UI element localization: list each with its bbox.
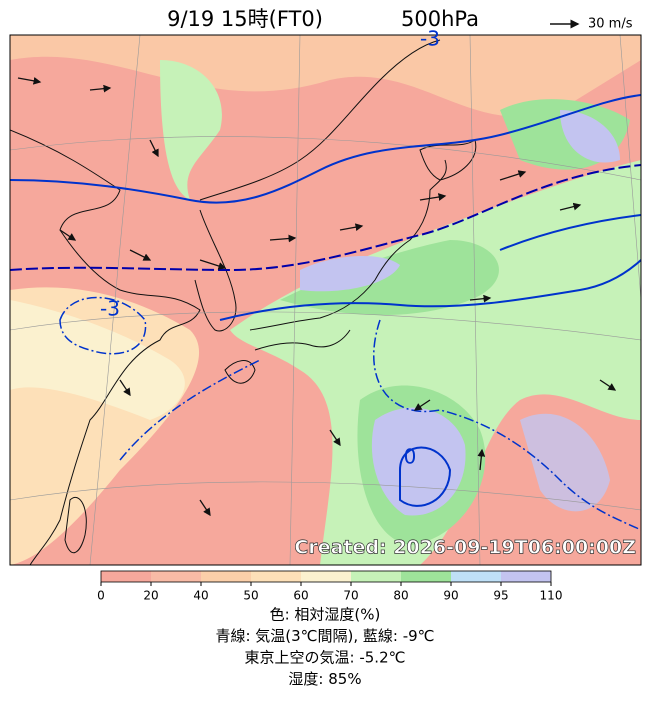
map-frame [9,34,642,566]
coastline [249,159,447,351]
coastline [194,209,237,332]
humidity-area [520,413,610,512]
level: 500hPa [401,7,479,31]
temperature-contour [399,446,452,507]
colorbar-segment [401,571,451,582]
humidity-area [10,35,641,117]
colorbar-tick-label: 90 [443,589,458,603]
colorbar-segment [501,571,551,582]
colorbar-tick-label: 60 [293,589,308,603]
temperature-contour [59,296,147,355]
temperature-contour [10,94,641,204]
coastline [64,497,87,553]
colorbar-tick-label: 20 [143,589,158,603]
humidity-area [300,255,400,292]
wind-vectors [17,77,617,517]
humidity-area [560,110,620,163]
temperature-contour [499,214,641,251]
colorbar-tick-label: 0 [97,589,105,603]
caption-line: 青線: 気温(3℃間隔), 藍線: -9℃ [215,627,434,645]
colorbar-tick-label: 95 [493,589,508,603]
colorbar-segment [101,571,151,582]
created-label: Created: 2026-09-19T06:00:00Z [294,537,636,559]
title: 9/19 15時(FT0) [167,7,323,31]
humidity-area [280,240,499,315]
caption-line: 東京上空の気温: -5.2℃ [245,649,406,667]
colorbar-segment [351,571,401,582]
humidity-area [371,407,466,516]
coastline [419,139,477,181]
colorbar-tick-label: 50 [243,589,258,603]
colorbar-frame [100,570,552,583]
coastline [10,129,201,565]
humidity-area [10,300,185,420]
colorbar-segment [251,571,301,582]
colorbar-tick-label: 80 [393,589,408,603]
minus9-contour [10,164,641,272]
caption-line: 湿度: 85% [288,670,361,688]
scale-label: 30 m/s [588,17,633,32]
temperature-contour [219,259,641,321]
colorbar-segment [151,571,201,582]
colorbar-segment [301,571,351,582]
contour-label: -3 [420,27,440,51]
humidity-area [160,60,222,200]
colorbar-segment [201,571,251,582]
coastline [224,360,256,384]
colorbar-tick-label: 70 [343,589,358,603]
caption-line: 色: 相対湿度(%) [270,606,381,624]
coastline [199,39,441,201]
colorbar-tick-label: 40 [193,589,208,603]
map [10,35,641,565]
temperature-contour [119,319,641,531]
humidity-area [230,160,641,565]
contour-label: 0 [404,445,417,469]
graticule [10,35,641,565]
colorbar-segment [451,571,501,582]
contour-label: -3 [100,297,120,321]
colorbar-tick-label: 110 [540,589,563,603]
